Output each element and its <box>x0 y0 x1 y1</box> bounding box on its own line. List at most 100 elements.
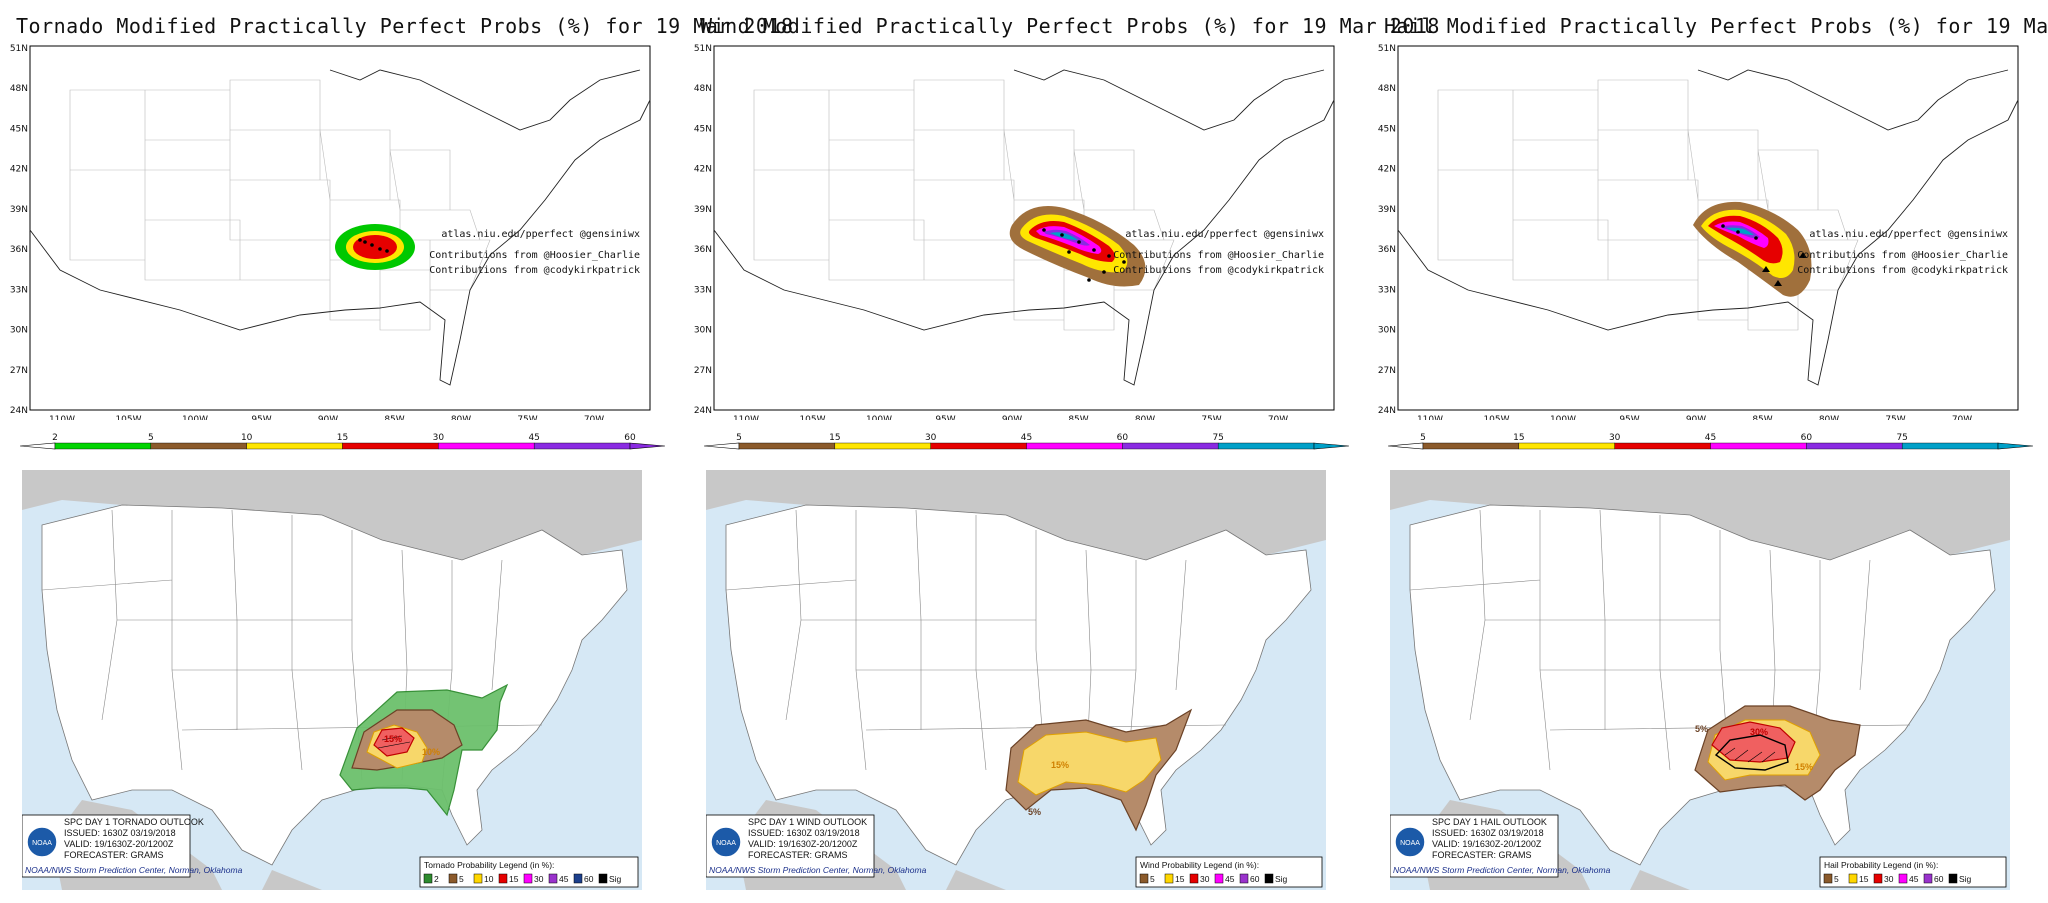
lon-label: 75W <box>1201 415 1221 420</box>
lat-label: 24N <box>1378 406 1396 416</box>
lat-label: 33N <box>1378 285 1396 295</box>
legend-swatch <box>1214 873 1224 884</box>
colorbar-segment <box>1026 442 1123 450</box>
colorbar-low-arrow <box>703 442 740 450</box>
colorbar-segment <box>1901 442 1999 450</box>
noaa-logo-text: NOAA <box>716 840 736 847</box>
colorbar-tick-label: 60 <box>624 433 636 443</box>
colorbar-tick-label: 5 <box>736 433 742 443</box>
colorbar-tick-label: 5 <box>1420 433 1426 443</box>
legend-item-label: Sig <box>1275 874 1288 884</box>
spc-legend-box: Hail Probability Legend (in %): 5 15 30 45 6… <box>1819 856 2007 888</box>
conus-land <box>725 504 1312 866</box>
lon-label: 70W <box>1268 415 1288 420</box>
lon-label: 95W <box>251 415 271 420</box>
outlook-label-15: 15% <box>384 734 402 744</box>
credit-site: atlas.niu.edu/pperfect @gensiniwx <box>1809 229 2008 240</box>
outlook-label-15: 15% <box>1051 760 1069 770</box>
lat-label: 27N <box>10 366 28 376</box>
colorbar-segment <box>1422 442 1520 450</box>
colorbar-segment <box>342 442 439 450</box>
lat-label: 39N <box>694 205 712 215</box>
colorbar-segment <box>438 442 535 450</box>
colorbar-segment <box>834 442 931 450</box>
spc-info-box: NOAA SPC DAY 1 HAIL OUTLOOK ISSUED: 1630… <box>1390 814 1611 878</box>
legend-swatch <box>1264 873 1274 884</box>
legend-swatch <box>423 873 433 884</box>
colorbar-tick-label: 30 <box>1609 433 1621 443</box>
lon-label: 80W <box>1135 415 1155 420</box>
colorbar-segment <box>1710 442 1807 450</box>
credit-contrib2: Contributions from @codykirkpatrick <box>1113 265 1324 276</box>
spc-forecaster: FORECASTER: GRAMS <box>748 850 848 860</box>
lon-axis-labels: 110W 105W 100W 95W 90W 85W 80W 75W 70W <box>1417 415 1972 420</box>
colorbar-low-arrow <box>19 442 56 450</box>
noaa-logo-text: NOAA <box>1400 840 1420 847</box>
outlook-label-30: 30% <box>1750 727 1768 737</box>
lat-label: 30N <box>10 326 28 336</box>
wind-spc-outlook-map: 15% 5% NOAA SPC DAY 1 WIND OUTLOOK ISSUE… <box>706 470 1326 890</box>
tornado-colorbar: 2 5 10 15 30 45 60 <box>19 433 666 450</box>
legend-title: Wind Probability Legend (in %): <box>1140 860 1259 870</box>
wind-column: Wind Modified Practically Perfect Probs … <box>684 0 1439 903</box>
legend-swatch <box>1873 873 1883 884</box>
lat-label: 45N <box>694 124 712 134</box>
lon-label: 95W <box>1619 415 1639 420</box>
legend-item-label: 15 <box>1175 874 1185 884</box>
spc-info-box: NOAA SPC DAY 1 TORNADO OUTLOOK ISSUED: 1… <box>22 814 243 878</box>
outlook-label-5: 5% <box>1695 724 1708 734</box>
lon-label: 80W <box>1819 415 1839 420</box>
lat-label: 36N <box>1378 245 1396 255</box>
tornado-outlook-areas: 15% 10% <box>339 683 509 817</box>
colorbar-high-arrow <box>1997 442 2034 450</box>
outlook-label-5: 5% <box>1028 807 1041 817</box>
hail-spc-outlook-map: 30% 5% 15% NOAA SPC DAY 1 HAIL OUTLOOK I… <box>1390 470 2010 890</box>
legend-item-label: Sig <box>609 874 622 884</box>
colorbar-segment <box>246 442 343 450</box>
colorbar-tick-label: 60 <box>1117 433 1129 443</box>
lat-label: 24N <box>10 406 28 416</box>
noaa-logo-text: NOAA <box>32 840 52 847</box>
legend-item-label: 60 <box>1250 874 1260 884</box>
lon-label: 100W <box>866 415 892 420</box>
legend-swatch <box>448 873 458 884</box>
colorbar-high-arrow <box>1313 442 1350 450</box>
lon-label: 70W <box>1952 415 1972 420</box>
colorbar-tick-label: 5 <box>148 433 154 443</box>
legend-title: Tornado Probability Legend (in %): <box>424 860 554 870</box>
noaa-logo-icon <box>26 826 58 858</box>
legend-swatch <box>1823 873 1833 884</box>
spc-legend-box: Tornado Probability Legend (in %): 2 5 10 1… <box>419 856 639 888</box>
lat-label: 27N <box>694 366 712 376</box>
legend-swatch <box>598 873 608 884</box>
lon-label: 105W <box>799 415 825 420</box>
lon-label: 100W <box>182 415 208 420</box>
noaa-logo-icon <box>710 826 742 858</box>
lon-label: 75W <box>517 415 537 420</box>
colorbar-segment <box>738 442 836 450</box>
canada-region <box>1390 470 2010 560</box>
colorbar-segment <box>54 442 152 450</box>
legend-swatch <box>473 873 483 884</box>
outlook-label-10: 10% <box>422 747 440 757</box>
credit-site: atlas.niu.edu/pperfect @gensiniwx <box>441 229 640 240</box>
credit-site: atlas.niu.edu/pperfect @gensiniwx <box>1125 229 1324 240</box>
colorbar-tick-label: 45 <box>1705 433 1716 443</box>
legend-swatch <box>1898 873 1908 884</box>
legend-swatch <box>498 873 508 884</box>
spc-footer: NOAA/NWS Storm Prediction Center, Norman… <box>1393 865 1611 875</box>
lon-label: 105W <box>115 415 141 420</box>
hail-prob-contours <box>1693 201 1812 297</box>
credit-contrib2: Contributions from @codykirkpatrick <box>1797 265 2008 276</box>
spc-issued: ISSUED: 1630Z 03/19/2018 <box>748 828 860 838</box>
colorbar-tick-label: 30 <box>925 433 937 443</box>
legend-item-label: 15 <box>1859 874 1869 884</box>
lon-label: 85W <box>1068 415 1088 420</box>
tornado-spc-outlook-map: 15% 10% NOAA SPC DAY 1 TORNADO OUTLOOK I… <box>22 470 642 890</box>
spc-valid: VALID: 19/1630Z-20/1200Z <box>748 839 858 849</box>
colorbar-tick-label: 45 <box>1021 433 1032 443</box>
wind-prob-contours <box>1009 206 1146 287</box>
legend-item-label: 30 <box>534 874 544 884</box>
lat-axis-labels: 51N 48N 45N 42N 39N 36N 33N 30N 27N 24N <box>694 44 712 416</box>
